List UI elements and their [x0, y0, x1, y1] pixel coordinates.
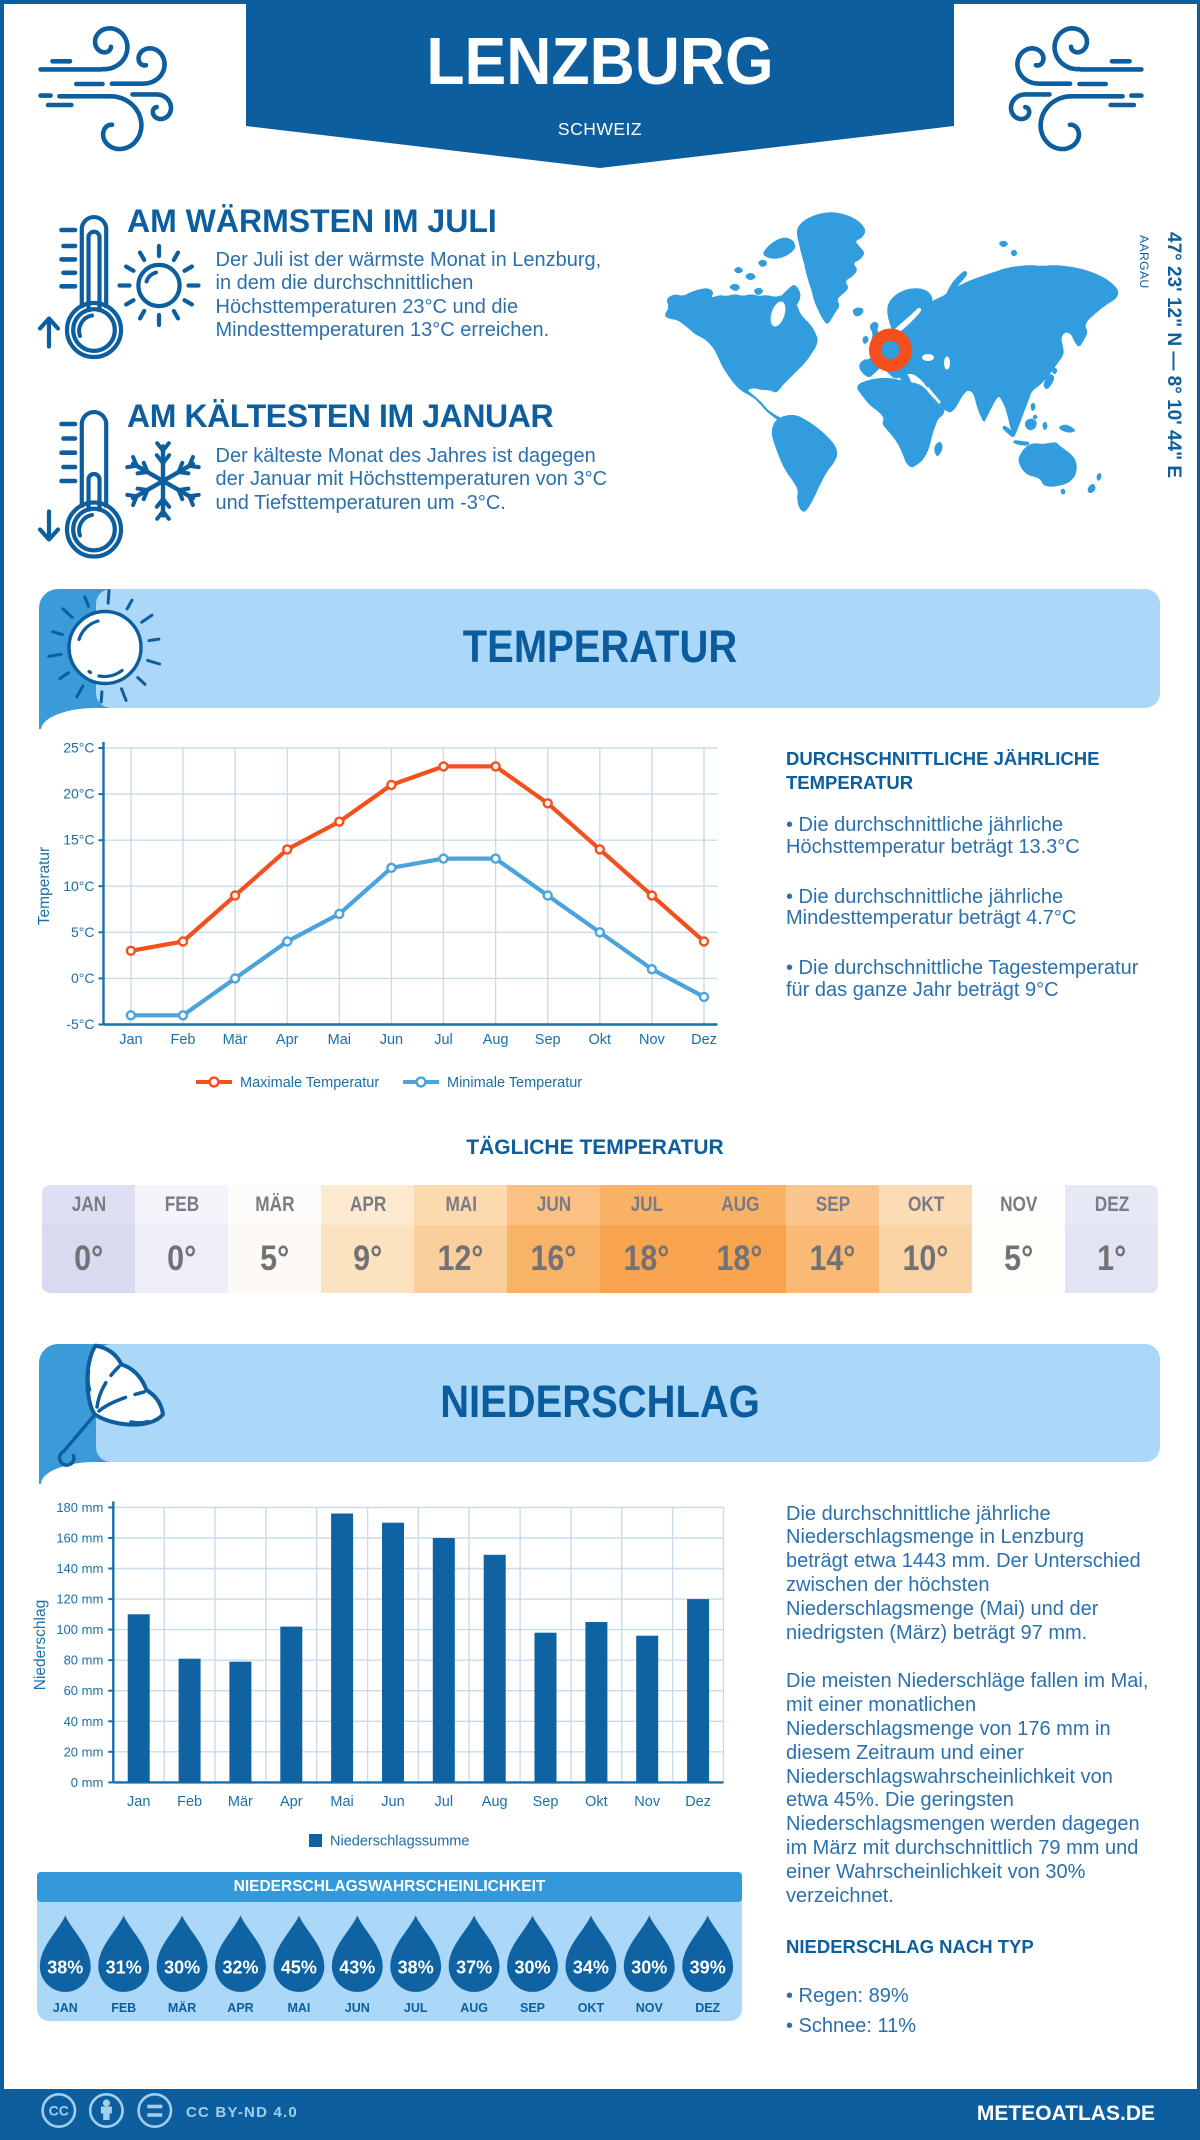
svg-text:38%: 38%	[47, 1958, 83, 1978]
svg-text:APR: APR	[227, 2001, 253, 2015]
svg-text:25°C: 25°C	[63, 740, 94, 756]
svg-text:Jul: Jul	[434, 1032, 453, 1048]
svg-text:Maximale Temperatur: Maximale Temperatur	[240, 1075, 379, 1091]
svg-text:Mai: Mai	[330, 1794, 353, 1810]
svg-text:39%: 39%	[690, 1958, 726, 1978]
svg-text:10°C: 10°C	[63, 878, 94, 894]
svg-text:Minimale Temperatur: Minimale Temperatur	[447, 1075, 582, 1091]
svg-text:120 mm: 120 mm	[56, 1592, 103, 1607]
svg-text:Niederschlag: Niederschlag	[32, 1600, 49, 1690]
svg-text:Jun: Jun	[380, 1032, 403, 1048]
svg-text:37%: 37%	[456, 1958, 492, 1978]
svg-text:Jan: Jan	[119, 1032, 142, 1048]
svg-text:JUN: JUN	[345, 2001, 370, 2015]
svg-text:Dez: Dez	[685, 1794, 711, 1810]
svg-text:140 mm: 140 mm	[56, 1561, 103, 1576]
svg-text:31%: 31%	[106, 1958, 142, 1978]
svg-text:DEZ: DEZ	[695, 2001, 720, 2015]
svg-text:JAN: JAN	[53, 2001, 78, 2015]
svg-text:SEP: SEP	[520, 2001, 545, 2015]
svg-text:Jan: Jan	[127, 1794, 150, 1810]
svg-text:MÄR: MÄR	[168, 2000, 196, 2015]
svg-text:Nov: Nov	[639, 1032, 666, 1048]
svg-text:CC: CC	[49, 2103, 69, 2119]
svg-text:Temperatur: Temperatur	[36, 847, 53, 925]
svg-text:Nov: Nov	[634, 1794, 661, 1810]
svg-text:30%: 30%	[164, 1958, 200, 1978]
svg-text:20 mm: 20 mm	[64, 1744, 104, 1759]
svg-text:Aug: Aug	[482, 1794, 508, 1810]
svg-text:FEB: FEB	[111, 2001, 136, 2015]
svg-text:Niederschlagssumme: Niederschlagssumme	[330, 1834, 469, 1850]
svg-text:Jul: Jul	[435, 1794, 454, 1810]
svg-text:Jun: Jun	[381, 1794, 404, 1810]
svg-text:Aug: Aug	[483, 1032, 509, 1048]
svg-text:15°C: 15°C	[63, 832, 94, 848]
svg-text:60 mm: 60 mm	[64, 1683, 104, 1698]
svg-text:30%: 30%	[631, 1958, 667, 1978]
svg-text:Dez: Dez	[691, 1032, 717, 1048]
svg-text:Apr: Apr	[280, 1794, 303, 1810]
svg-text:180 mm: 180 mm	[56, 1500, 103, 1515]
svg-text:0°C: 0°C	[71, 970, 95, 986]
svg-text:80 mm: 80 mm	[64, 1653, 104, 1668]
svg-text:32%: 32%	[222, 1958, 258, 1978]
svg-text:Feb: Feb	[171, 1032, 196, 1048]
svg-text:AUG: AUG	[460, 2001, 488, 2015]
svg-text:5°C: 5°C	[71, 924, 95, 940]
svg-text:43%: 43%	[339, 1958, 375, 1978]
svg-text:45%: 45%	[281, 1958, 317, 1978]
svg-text:160 mm: 160 mm	[56, 1531, 103, 1546]
svg-text:40 mm: 40 mm	[64, 1714, 104, 1729]
svg-text:100 mm: 100 mm	[56, 1622, 103, 1637]
svg-text:Sep: Sep	[533, 1794, 559, 1810]
svg-text:20°C: 20°C	[63, 786, 94, 802]
svg-text:-5°C: -5°C	[66, 1016, 94, 1032]
svg-text:Feb: Feb	[177, 1794, 202, 1810]
svg-text:Okt: Okt	[589, 1032, 612, 1048]
svg-text:OKT: OKT	[578, 2001, 605, 2015]
svg-text:34%: 34%	[573, 1958, 609, 1978]
svg-text:38%: 38%	[398, 1958, 434, 1978]
svg-text:30%: 30%	[514, 1958, 550, 1978]
svg-text:MAI: MAI	[287, 2001, 310, 2015]
svg-text:Sep: Sep	[535, 1032, 561, 1048]
svg-text:0 mm: 0 mm	[71, 1775, 104, 1790]
svg-text:Mär: Mär	[223, 1032, 248, 1048]
svg-text:Apr: Apr	[276, 1032, 299, 1048]
svg-text:Okt: Okt	[585, 1794, 608, 1810]
svg-text:NOV: NOV	[636, 2001, 664, 2015]
svg-text:JUL: JUL	[404, 2001, 428, 2015]
svg-text:Mär: Mär	[228, 1794, 253, 1810]
svg-text:Mai: Mai	[328, 1032, 351, 1048]
